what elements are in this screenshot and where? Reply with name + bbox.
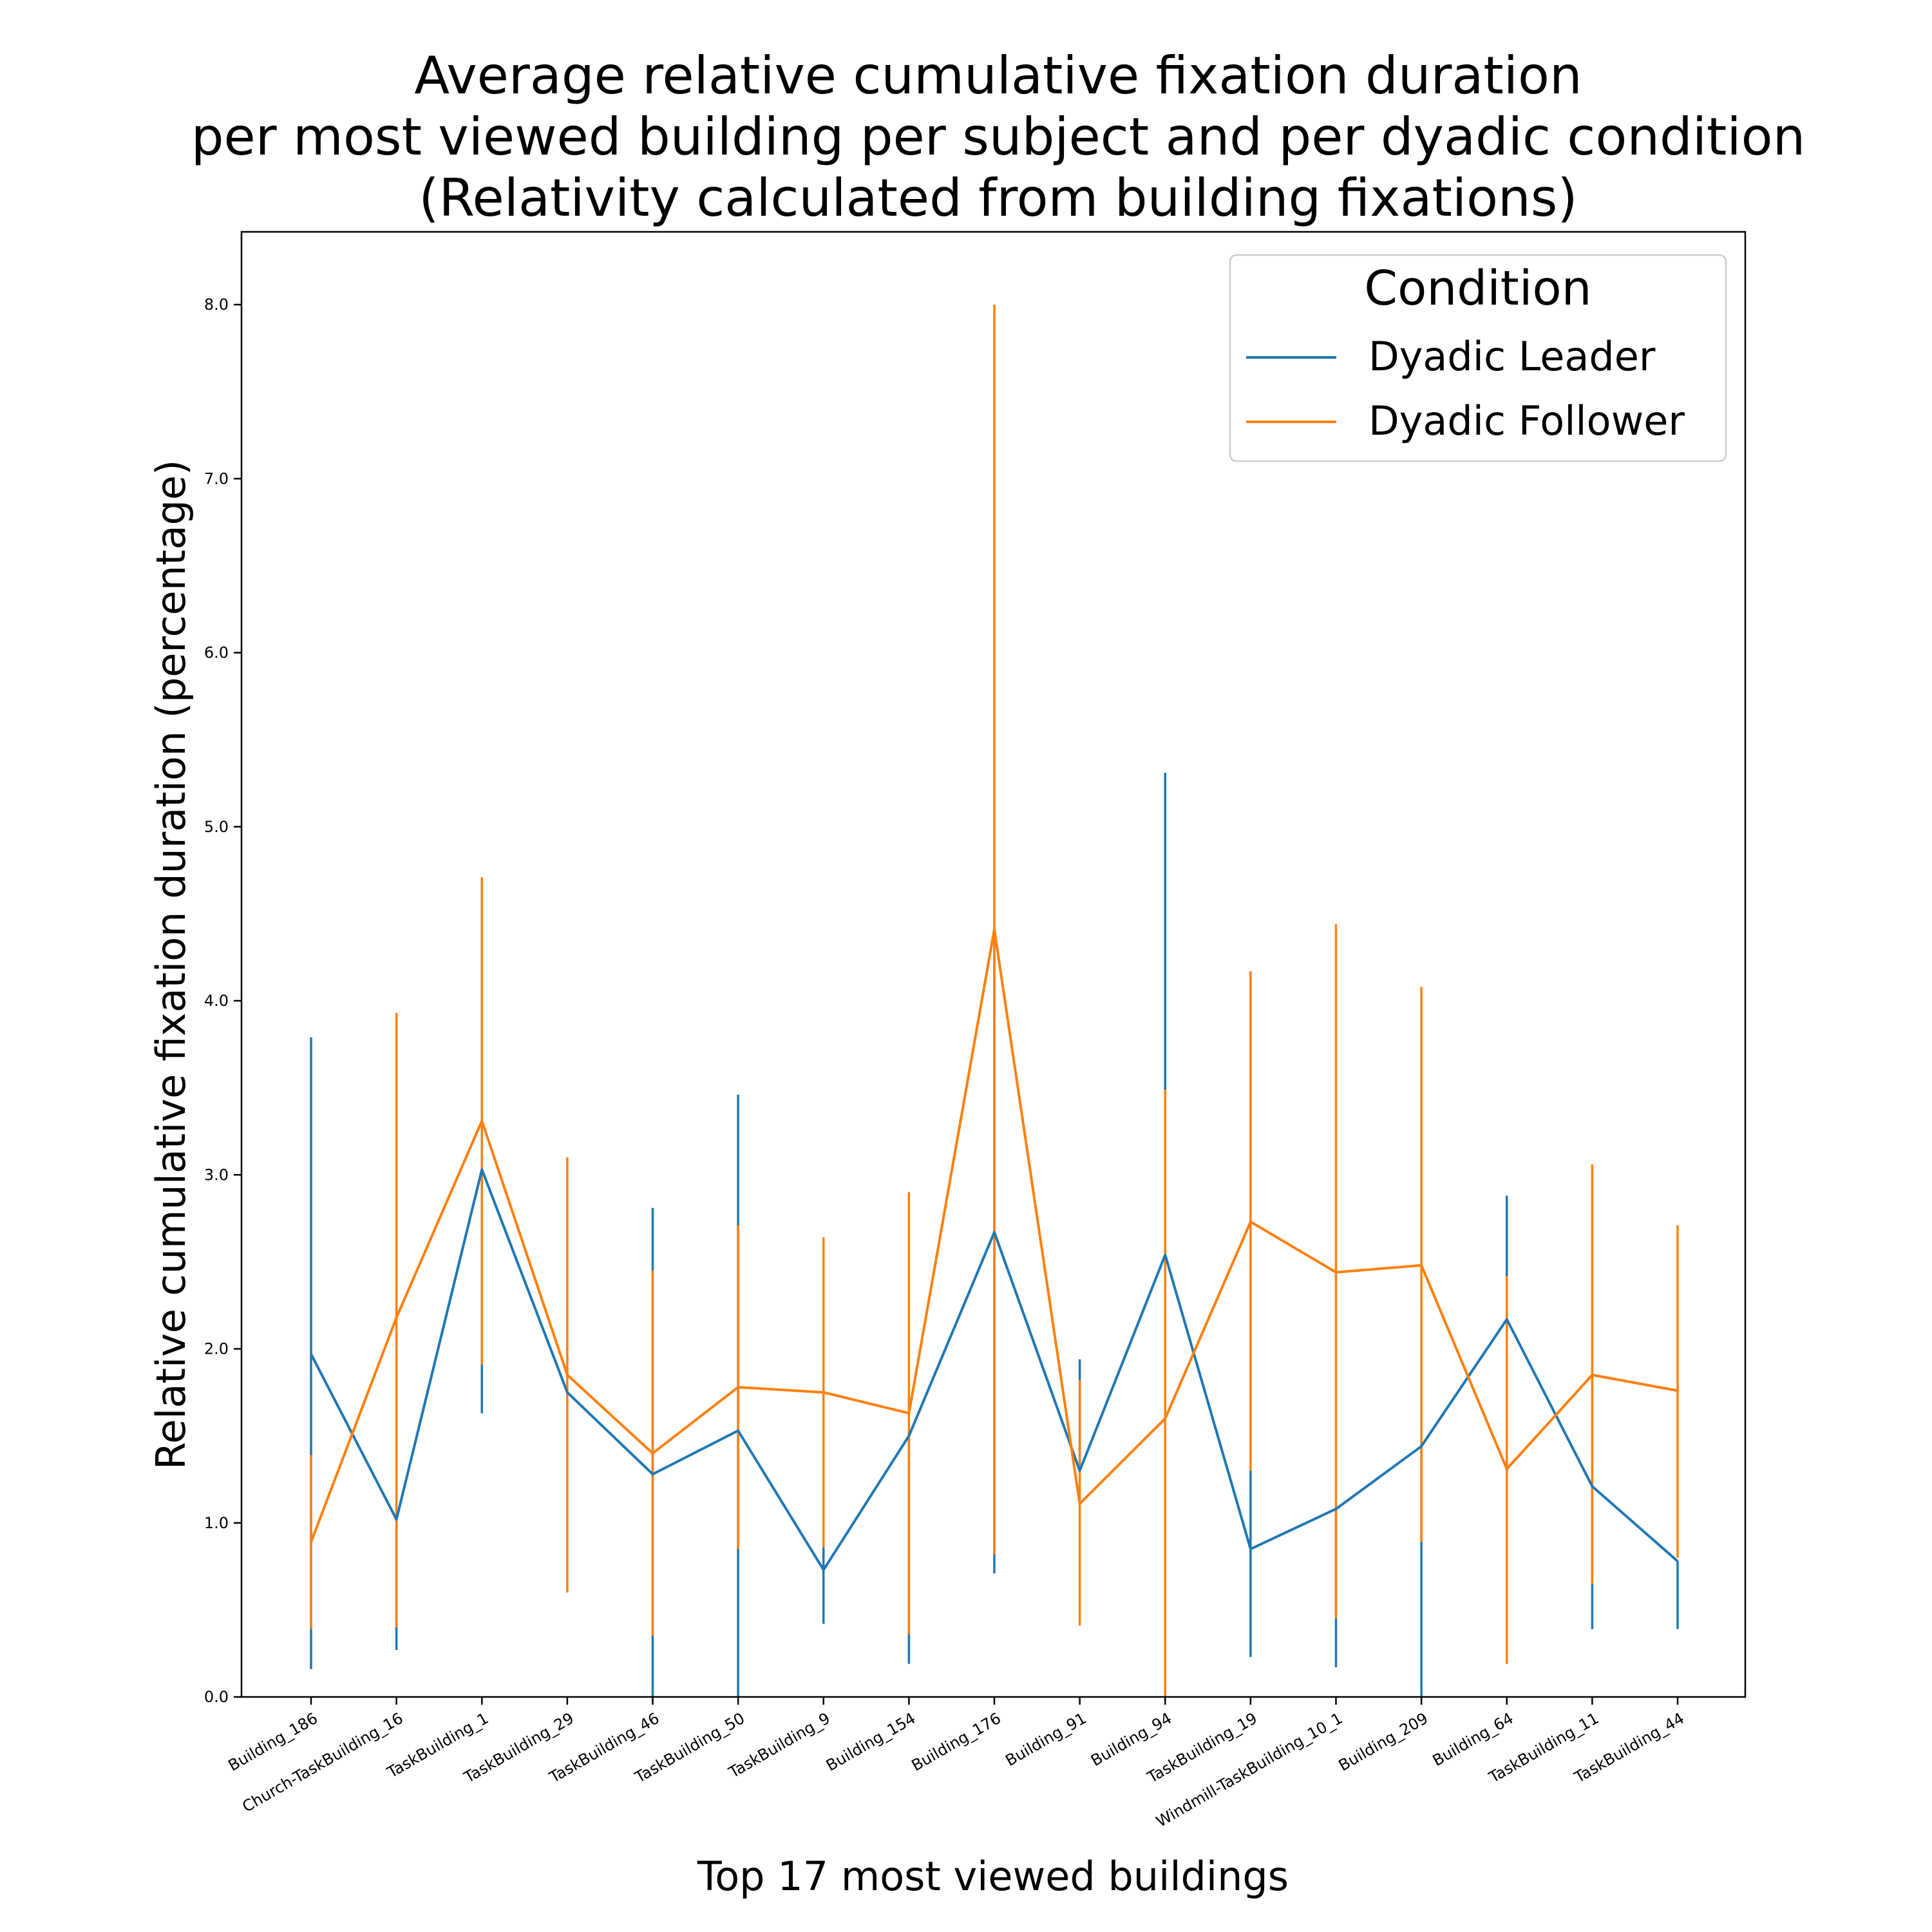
legend-label-dyadic-leader: Dyadic Leader [1368,333,1656,380]
title-line-1: Average relative cumulative fixation dur… [414,46,1582,106]
y-tick-label: 2.0 [204,1340,229,1358]
legend-title: Condition [1364,261,1591,316]
y-tick-label: 5.0 [204,818,229,836]
y-tick-label: 1.0 [204,1514,229,1532]
chart-title: Average relative cumulative fixation dur… [191,46,1806,228]
y-tick-label: 7.0 [204,469,229,488]
y-tick-label: 8.0 [204,296,229,314]
y-axis: 0.0 1.0 2.0 3.0 4.0 5.0 6.0 7.0 8.0 [204,296,242,1706]
y-tick-label: 6.0 [204,644,229,662]
plot-frame [240,231,1747,1698]
legend: Condition Dyadic Leader Dyadic Follower [1229,254,1727,462]
series-line-dyadic-follower [310,928,1678,1543]
series-lines [310,928,1679,1571]
y-tick-label: 0.0 [204,1688,229,1706]
y-tick-label: 4.0 [204,992,229,1010]
legend-box [1229,254,1727,462]
y-tick-label: 3.0 [204,1166,229,1184]
series-line-dyadic-leader [310,1168,1679,1571]
x-axis-label: Top 17 most viewed buildings [697,1853,1289,1900]
title-line-3: (Relativity calculated from building fix… [419,168,1577,228]
y-axis-label: Relative cumulative fixation duration (p… [147,460,194,1470]
legend-label-dyadic-follower: Dyadic Follower [1368,397,1685,444]
title-line-2: per most viewed building per subject and… [191,107,1806,167]
